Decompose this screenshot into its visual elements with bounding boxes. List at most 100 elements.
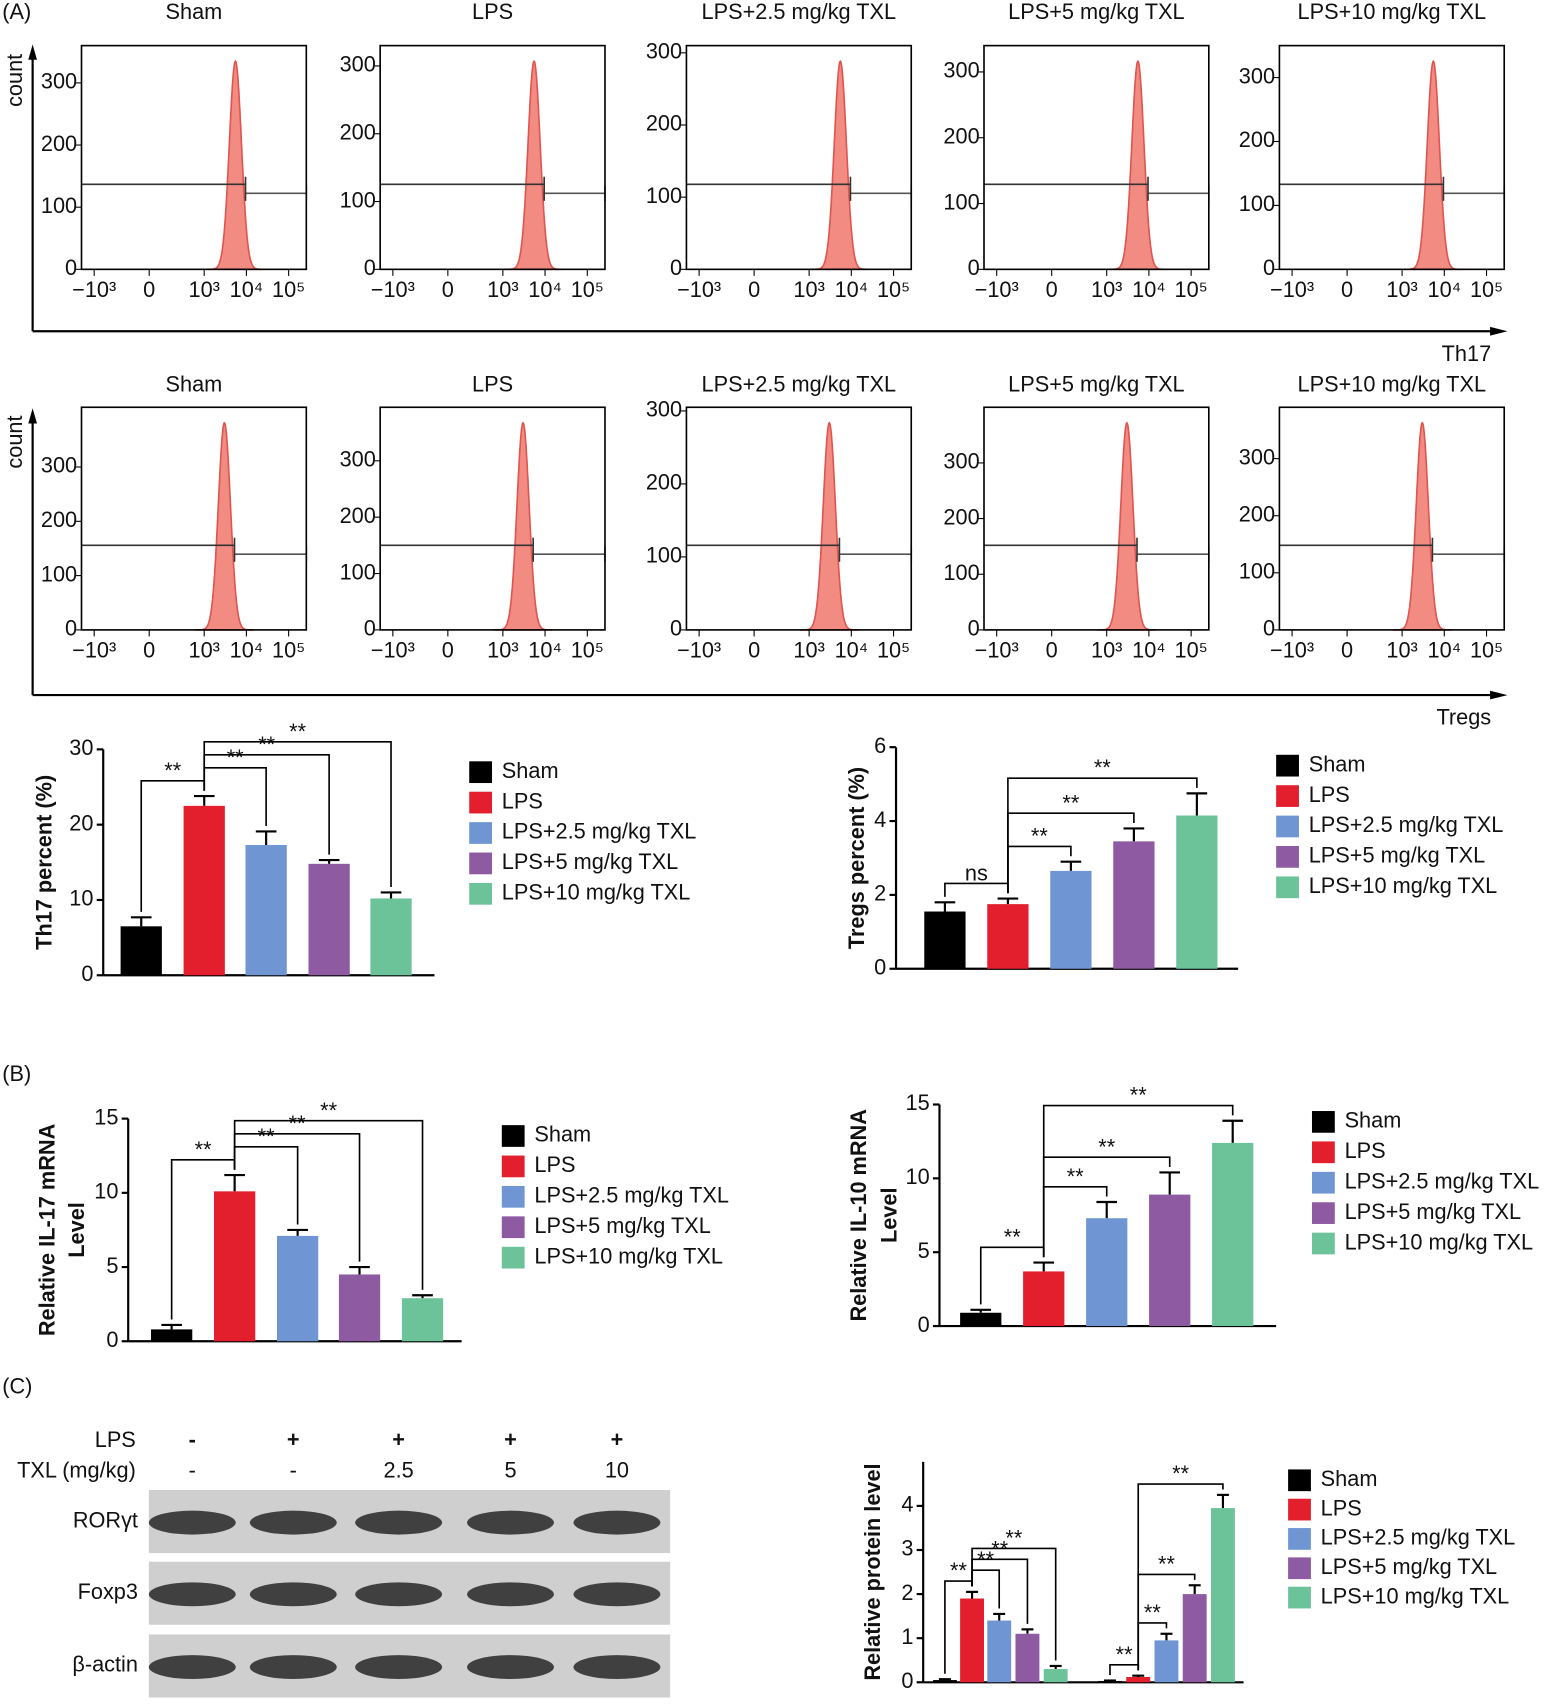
bar [1126, 1676, 1151, 1683]
significance-label: ** [1158, 1551, 1175, 1576]
y-tick-label: 100 [41, 193, 77, 218]
bar [1113, 841, 1155, 969]
blot-band [573, 1655, 661, 1680]
y-tick-label: 200 [646, 111, 682, 136]
x-tick-label: 0 [442, 277, 454, 302]
y-tick-label: 6 [874, 733, 886, 758]
x-tick-label: −10³ [72, 277, 116, 302]
legend-swatch [469, 852, 493, 875]
panel-label: (C) [2, 1374, 32, 1399]
x-tick-label: 10³ [1091, 277, 1122, 302]
y-tick-label: 10 [69, 886, 93, 911]
legend-swatch [1288, 1586, 1311, 1609]
y-tick-label: 0 [1263, 255, 1275, 280]
y-tick-label: 20 [69, 810, 93, 835]
legend-label: LPS+5 mg/kg TXL [534, 1213, 710, 1238]
y-tick-label: 200 [1239, 501, 1275, 526]
x-tick-label: 10⁵ [571, 277, 604, 302]
panel-title: LPS+5 mg/kg TXL [1008, 0, 1184, 24]
plot-frame [80, 406, 308, 631]
x-tick-label: −10³ [371, 637, 415, 662]
bar [1176, 815, 1218, 969]
bar [932, 1680, 957, 1683]
legend-label: LPS+2.5 mg/kg TXL [1345, 1168, 1540, 1193]
y-tick-label: 4 [901, 1492, 913, 1517]
significance-label: ** [164, 758, 181, 783]
legend-label: LPS+2.5 mg/kg TXL [1321, 1525, 1516, 1550]
legend-swatch [501, 1246, 525, 1269]
legend-swatch [1288, 1498, 1311, 1521]
legend-swatch [469, 761, 493, 784]
panel-label: (A) [2, 0, 31, 24]
legend-swatch [469, 882, 493, 905]
bar [214, 1191, 256, 1342]
x-tick-label: 10⁵ [571, 637, 604, 662]
y-tick-label: 200 [340, 119, 376, 144]
bar [987, 1620, 1012, 1683]
bar [1098, 1680, 1122, 1683]
legend-swatch [1288, 1528, 1311, 1550]
y-tick-label: 300 [646, 397, 682, 422]
x-tick-label: 10⁵ [272, 637, 305, 662]
bar [276, 1235, 319, 1342]
panel-title: LPS+2.5 mg/kg TXL [702, 371, 897, 396]
significance-label: ** [1067, 1164, 1084, 1189]
legend-label: LPS+10 mg/kg TXL [1321, 1583, 1510, 1608]
y-tick-label: 0 [364, 255, 376, 280]
blot-band [355, 1582, 443, 1607]
legend-label: LPS+5 mg/kg TXL [502, 849, 678, 874]
x-tick-label: 10⁵ [877, 277, 910, 302]
legend-swatch [501, 1155, 525, 1178]
y-tick-label: 2 [874, 881, 886, 906]
plot-frame [1278, 406, 1506, 631]
legend-label: LPS [1345, 1138, 1386, 1163]
y-axis-label: count [2, 54, 27, 107]
legend-swatch [1276, 846, 1299, 868]
panel-title: LPS [472, 0, 513, 24]
x-tick-label: −10³ [975, 637, 1019, 662]
bar [1212, 1142, 1254, 1327]
significance-bracket [1042, 1104, 1234, 1258]
x-tick-label: 10⁴ [528, 637, 562, 662]
y-tick-label: 0 [918, 1312, 930, 1337]
legend-label: LPS [1321, 1495, 1362, 1520]
y-tick-label: 300 [340, 52, 376, 77]
y-axis-label: Relative protein level [860, 1463, 885, 1680]
blot-band [249, 1655, 337, 1680]
significance-label: ** [195, 1137, 212, 1162]
legend-label: LPS+5 mg/kg TXL [1345, 1199, 1521, 1224]
x-tick-label: 10⁴ [1428, 277, 1462, 302]
y-tick-label: 15 [94, 1104, 118, 1129]
legend-label: LPS+10 mg/kg TXL [1309, 873, 1498, 898]
y-tick-label: 100 [943, 189, 979, 214]
x-tick-label: 10⁵ [1175, 277, 1208, 302]
x-tick-label: 10³ [1091, 637, 1122, 662]
legend-label: Sham [502, 758, 559, 783]
y-tick-label: 100 [340, 559, 376, 584]
blot-band [148, 1655, 236, 1680]
y-axis-label: count [2, 415, 27, 468]
y-tick-label: 200 [1239, 127, 1275, 152]
plot-frame [983, 406, 1210, 631]
y-tick-label: 15 [906, 1090, 930, 1115]
x-tick-label: 0 [442, 637, 454, 662]
legend-label: Sham [534, 1122, 591, 1147]
histogram-curve [1097, 421, 1157, 631]
x-tick-label: 10³ [188, 637, 219, 662]
legend-swatch [501, 1125, 525, 1147]
y-tick-label: 30 [69, 735, 93, 760]
histogram-curve [195, 421, 254, 631]
y-tick-label: 300 [41, 453, 77, 478]
panel-title: Sham [166, 371, 223, 396]
legend-label: LPS+2.5 mg/kg TXL [1309, 812, 1504, 837]
significance-label: ** [1062, 790, 1079, 815]
y-tick-label: 200 [41, 507, 77, 532]
x-tick-label: 10⁴ [1132, 277, 1166, 302]
y-tick-label: 10 [906, 1164, 930, 1189]
y-tick-label: 100 [943, 560, 979, 585]
arrow-head [28, 44, 37, 60]
x-tick-label: 0 [1046, 277, 1058, 302]
x-tick-label: 10⁴ [1132, 637, 1166, 662]
x-tick-label: 10⁵ [1470, 277, 1503, 302]
significance-label: ** [227, 745, 244, 770]
